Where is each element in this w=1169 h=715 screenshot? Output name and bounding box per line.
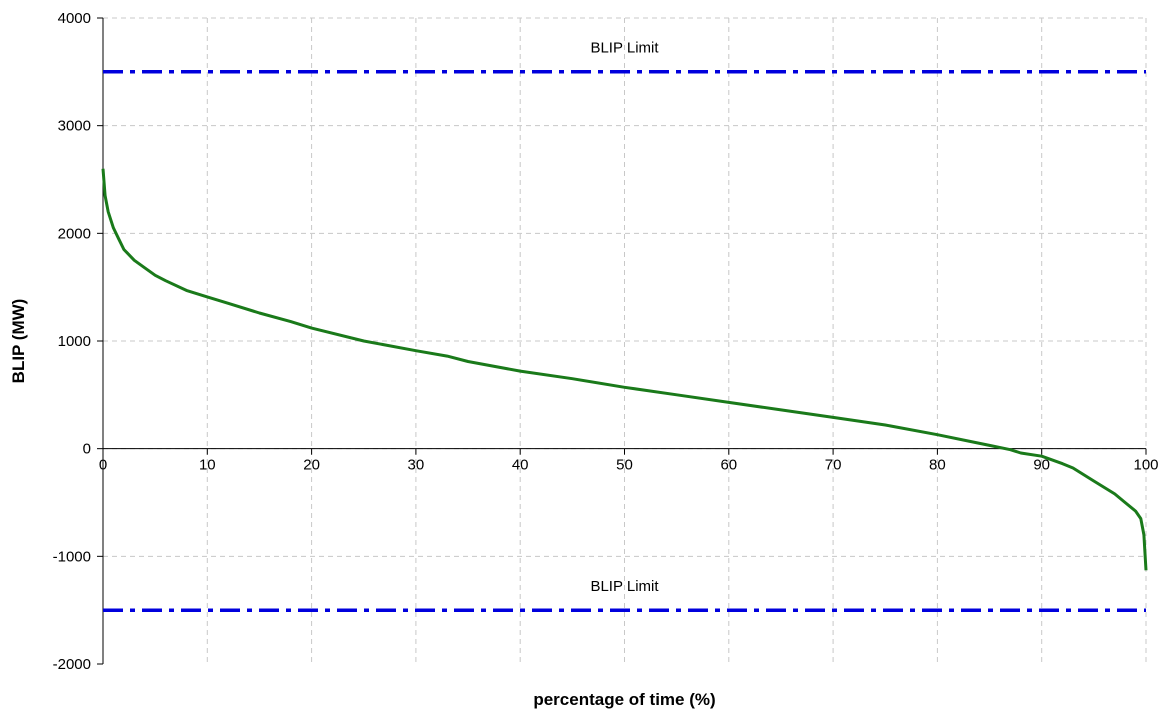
x-tick-label: 80 [929, 457, 946, 474]
x-tick-label: 90 [1033, 457, 1050, 474]
tick-labels: -2000 -1000 0 1000 2000 3000 4000 0 10 20 30 40 50 60… [53, 10, 1159, 673]
x-tick-label: 50 [616, 457, 633, 474]
y-tick-label: 2000 [58, 225, 91, 242]
x-tick-label: 0 [99, 457, 107, 474]
y-tick-label: -2000 [53, 656, 91, 673]
x-tick-label: 40 [512, 457, 529, 474]
y-tick-label: 3000 [58, 118, 91, 135]
y-tick-label: 1000 [58, 333, 91, 350]
annotations: BLIP Limit BLIP Limit [590, 39, 659, 594]
x-tick-label: 10 [199, 457, 216, 474]
grid [103, 17, 1147, 664]
y-tick-label: -1000 [53, 548, 91, 565]
x-tick-label: 100 [1133, 457, 1158, 474]
series-group [101, 70, 1148, 612]
y-tick-label: 0 [83, 441, 91, 458]
axes [97, 17, 1147, 665]
x-tick-label: 30 [408, 457, 425, 474]
x-tick-label: 20 [303, 457, 320, 474]
x-tick-label: 70 [825, 457, 842, 474]
limit-annotation: BLIP Limit [590, 39, 659, 56]
x-tick-label: 60 [720, 457, 737, 474]
y-axis-title: BLIP (MW) [9, 299, 28, 384]
x-axis-title: percentage of time (%) [533, 690, 715, 709]
limit-annotation: BLIP Limit [590, 578, 659, 595]
duration-curve [101, 168, 1148, 571]
y-tick-label: 4000 [58, 10, 91, 27]
